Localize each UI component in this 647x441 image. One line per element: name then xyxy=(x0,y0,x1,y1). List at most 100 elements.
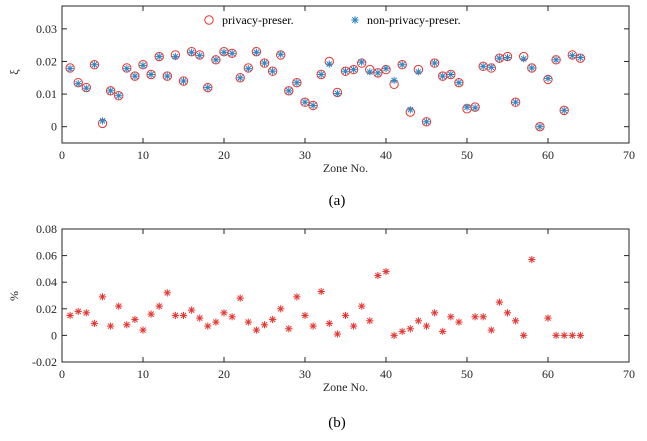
chart-b-point xyxy=(244,318,252,326)
chart-b-xlabel: Zone No. xyxy=(323,380,368,394)
chart-b-point xyxy=(366,317,374,325)
chart-a-nonprivacy-point xyxy=(82,84,90,92)
chart-b-point xyxy=(576,331,584,339)
legend-nonprivacy-marker xyxy=(351,16,359,24)
chart-a-nonprivacy-point xyxy=(544,74,552,83)
chart-a-nonprivacy-point xyxy=(139,61,147,69)
chart-b-point xyxy=(66,311,74,320)
chart-a-nonprivacy-point xyxy=(147,70,155,79)
chart-a-nonprivacy-point xyxy=(155,52,163,61)
chart-b-xtick-label: 60 xyxy=(542,367,554,381)
chart-a-nonprivacy-point xyxy=(163,72,171,80)
chart-b-point xyxy=(204,322,212,330)
chart-b-point xyxy=(260,321,269,329)
chart-a-nonprivacy-point xyxy=(455,79,463,87)
chart-a-nonprivacy-point xyxy=(317,70,325,79)
chart-a-privacy-point xyxy=(114,91,124,101)
chart-b-point xyxy=(568,331,576,339)
chart-b-point xyxy=(139,326,147,334)
chart-a-xtick-label: 50 xyxy=(461,148,473,162)
chart-b-point xyxy=(439,327,447,336)
chart-b-point xyxy=(528,255,536,264)
chart-a-privacy-point xyxy=(429,58,440,68)
chart-b-point xyxy=(350,322,358,330)
chart-a-nonprivacy-point xyxy=(131,72,139,80)
chart-a-nonprivacy-point xyxy=(414,68,422,76)
chart-a-privacy-point xyxy=(267,66,278,76)
chart-a-privacy-point xyxy=(154,51,164,62)
chart-b-point xyxy=(269,315,277,324)
chart-a-nonprivacy-point xyxy=(422,118,431,126)
chart-a-privacy-point xyxy=(527,63,537,73)
chart-b-point xyxy=(163,289,171,297)
chart-a-privacy-point xyxy=(559,105,569,116)
chart-a-nonprivacy-point xyxy=(285,87,293,95)
chart-a-points xyxy=(65,46,586,132)
chart-a-nonprivacy-point xyxy=(552,56,560,64)
chart-a-nonprivacy-point xyxy=(512,98,520,106)
chart-b-point xyxy=(512,317,520,325)
chart-b-point xyxy=(155,302,163,310)
chart-a-xtick-label: 60 xyxy=(542,148,554,162)
chart-b-point xyxy=(277,305,285,313)
chart-b-point xyxy=(82,309,90,317)
chart-a-legend: privacy-preser. non-privacy-preser. xyxy=(204,13,461,27)
chart-b-xtick-label: 50 xyxy=(461,367,473,381)
chart-a-privacy-point xyxy=(203,82,213,93)
chart-b-point xyxy=(236,294,244,302)
chart-b-point xyxy=(382,267,390,276)
chart-b-point xyxy=(252,326,260,334)
chart-a-nonprivacy-point xyxy=(568,51,576,60)
legend-nonprivacy-label: non-privacy-preser. xyxy=(367,13,461,27)
chart-a-xlabel: Zone No. xyxy=(323,161,368,175)
chart-a-nonprivacy-point xyxy=(479,62,487,70)
chart-a-nonprivacy-point xyxy=(309,101,317,110)
chart-a-ytick-label: 0.01 xyxy=(36,87,57,101)
chart-b-point xyxy=(544,314,552,322)
chart-b-point xyxy=(398,327,406,336)
chart-a-ytick-label: 0.02 xyxy=(36,54,57,68)
chart-a-nonprivacy-point xyxy=(115,92,123,100)
chart-b-point xyxy=(317,287,325,296)
chart-b-point xyxy=(325,319,333,328)
chart-b-xtick-label: 30 xyxy=(299,367,311,381)
chart-a-nonprivacy-point xyxy=(447,70,455,79)
chart-a-privacy-point xyxy=(316,69,326,80)
chart-b-point xyxy=(171,311,179,320)
chart-b-point xyxy=(406,325,414,333)
chart-a-nonprivacy-point xyxy=(90,61,98,69)
chart-a-privacy-point xyxy=(348,64,359,75)
chart-a-nonprivacy-point xyxy=(471,104,479,112)
chart-a-ytick-label: 0 xyxy=(51,120,57,134)
chart-b-point xyxy=(228,313,236,321)
chart-b-point xyxy=(212,318,220,326)
chart-a-privacy-point xyxy=(211,55,221,65)
chart-a-nonprivacy-point xyxy=(66,65,74,73)
chart-a-privacy-point xyxy=(308,100,318,111)
chart-a-privacy-point xyxy=(259,58,270,68)
chart-a-nonprivacy-point xyxy=(204,83,212,92)
legend-privacy-label: privacy-preser. xyxy=(222,13,294,27)
chart-a-privacy-point xyxy=(178,76,189,86)
chart-a-nonprivacy-point xyxy=(382,65,390,73)
chart-a-nonprivacy-point xyxy=(528,64,536,72)
chart-b-plot-frame xyxy=(61,228,630,363)
chart-a-privacy-point xyxy=(373,68,383,78)
chart-a-xtick-label: 20 xyxy=(218,148,230,162)
chart-b-point xyxy=(520,331,528,339)
chart-a-nonprivacy-point xyxy=(374,69,382,77)
chart-b-point xyxy=(285,325,293,333)
chart-b-point xyxy=(503,309,512,317)
chart-a-privacy-point xyxy=(446,69,456,80)
chart-a-caption: (a) xyxy=(329,193,346,209)
chart-a-ylabel: ξ xyxy=(7,69,21,75)
chart-b-point xyxy=(358,302,366,310)
chart-a-nonprivacy-point xyxy=(244,65,252,73)
chart-a-privacy-point xyxy=(421,117,432,127)
chart-a-nonprivacy-point xyxy=(495,54,503,62)
chart-a-privacy-point xyxy=(284,86,294,96)
chart-b-point xyxy=(495,298,503,306)
chart-a-nonprivacy-point xyxy=(301,98,309,106)
